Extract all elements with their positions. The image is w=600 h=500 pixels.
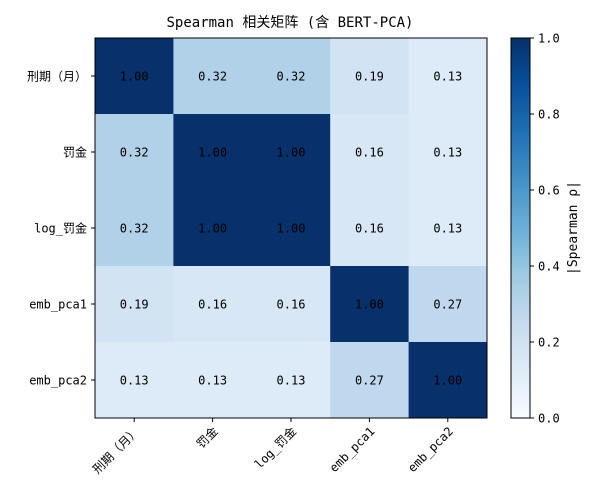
heatmap-cell: [251, 38, 331, 115]
heatmap-cell: [330, 342, 410, 419]
cell-value-label: 0.16: [355, 146, 384, 160]
heatmap-cell: [95, 190, 174, 267]
colorbar-tick-label: 0.6: [538, 184, 560, 198]
heatmap-cell: [251, 190, 331, 267]
cell-value-label: 0.19: [355, 70, 384, 84]
cell-value-label: 1.00: [198, 146, 227, 160]
cell-value-label: 0.27: [355, 374, 384, 388]
x-tick-label: 罚金: [193, 424, 221, 452]
heatmap-value-labels: 1.00 0.32 0.32 0.19 0.13 0.32 1.00 1.00 0.16 0.13…: [120, 70, 463, 388]
cell-value-label: 0.16: [277, 298, 306, 312]
y-tick-label: emb_pca1: [29, 298, 87, 312]
heatmap-cell: [95, 342, 174, 419]
colorbar-tick-label: 0.4: [538, 260, 560, 274]
chart-title: Spearman 相关矩阵 (含 BERT-PCA): [166, 15, 413, 31]
colorbar-tick-label: 0.2: [538, 336, 560, 350]
cell-value-label: 1.00: [433, 374, 462, 388]
cell-value-label: 0.32: [198, 70, 227, 84]
heatmap-cell: [173, 114, 253, 191]
heatmap-cell: [173, 190, 253, 267]
heatmap-cell: [173, 38, 253, 115]
cell-value-label: 1.00: [120, 70, 149, 84]
cell-value-label: 1.00: [277, 146, 306, 160]
cell-value-label: 0.13: [198, 374, 227, 388]
cell-value-label: 0.16: [198, 298, 227, 312]
heatmap-cell: [408, 190, 488, 267]
heatmap-cell: [173, 342, 253, 419]
cell-value-label: 0.13: [433, 70, 462, 84]
cell-value-label: 0.13: [120, 374, 149, 388]
cell-value-label: 1.00: [355, 298, 384, 312]
y-tick-label: 罚金: [63, 145, 87, 160]
heatmap-cell: [330, 266, 410, 343]
heatmap-cell: [330, 38, 410, 115]
cell-value-label: 0.13: [433, 146, 462, 160]
heatmap-cell: [251, 114, 331, 191]
colorbar: 0.0 0.2 0.4 0.6 0.8 1.0 |Spearman ρ|: [510, 32, 581, 426]
y-tick-label: 刑期（月）: [27, 70, 87, 84]
colorbar-gradient: [510, 37, 531, 419]
y-axis-ticks: 刑期（月） 罚金 log_罚金 emb_pca1 emb_pca2: [27, 70, 95, 388]
heatmap-cell: [330, 190, 410, 267]
heatmap-cell: [251, 342, 331, 419]
x-axis-ticks: 刑期（月） 罚金 log_罚金 emb_pca1 emb_pca2: [90, 418, 456, 477]
heatmap-cell: [408, 114, 488, 191]
colorbar-tick-label: 1.0: [538, 32, 560, 46]
cell-value-label: 0.27: [433, 298, 462, 312]
cell-value-label: 1.00: [277, 222, 306, 236]
x-tick-label: 刑期（月）: [90, 424, 142, 476]
cell-value-label: 0.32: [120, 146, 149, 160]
heatmap-cell: [95, 38, 174, 115]
cell-value-label: 0.32: [277, 70, 306, 84]
heatmap-cell: [408, 38, 488, 115]
cell-value-label: 0.32: [120, 222, 149, 236]
cell-value-label: 0.13: [277, 374, 306, 388]
heatmap-cell: [251, 266, 331, 343]
cell-value-label: 0.19: [120, 298, 149, 312]
y-tick-label: emb_pca2: [29, 374, 87, 388]
heatmap-cell: [95, 266, 174, 343]
colorbar-tick-label: 0.8: [538, 108, 560, 122]
heatmap-cell: [408, 266, 488, 343]
colorbar-label: |Spearman ρ|: [566, 181, 581, 275]
heatmap-cell: [95, 114, 174, 191]
colorbar-ticks: 0.0 0.2 0.4 0.6 0.8 1.0: [530, 32, 560, 426]
colorbar-tick-label: 0.0: [538, 412, 560, 426]
heatmap-cell: [173, 266, 253, 343]
x-tick-label: emb_pca1: [327, 424, 378, 475]
x-tick-label: log_罚金: [251, 424, 299, 472]
heatmap-cells: [95, 38, 488, 419]
cell-value-label: 1.00: [198, 222, 227, 236]
heatmap-cell: [408, 342, 488, 419]
x-tick-label: emb_pca2: [405, 424, 456, 475]
cell-value-label: 0.13: [433, 222, 462, 236]
cell-value-label: 0.16: [355, 222, 384, 236]
heatmap-cell: [330, 114, 410, 191]
y-tick-label: log_罚金: [34, 221, 87, 236]
